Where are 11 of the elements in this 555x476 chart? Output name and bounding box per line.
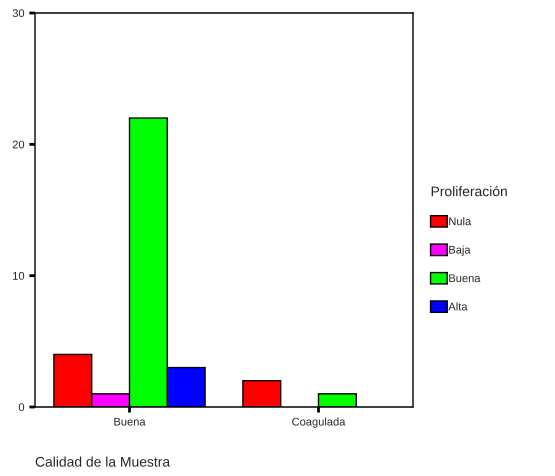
- legend-label: Nula: [449, 217, 472, 226]
- y-tick-label: 0: [18, 403, 24, 412]
- x-axis-title: Calidad de la Muestra: [36, 456, 170, 467]
- legend-title: Proliferación: [432, 186, 507, 196]
- x-tick-label: Coagulada: [292, 417, 346, 428]
- legend-label: Baja: [449, 246, 471, 256]
- y-tick-label: 10: [13, 272, 24, 280]
- legend-label: Buena: [449, 274, 480, 282]
- y-tick-label: 20: [12, 140, 24, 148]
- legend-label: Alta: [448, 302, 468, 311]
- y-tick-label: 30: [12, 9, 24, 18]
